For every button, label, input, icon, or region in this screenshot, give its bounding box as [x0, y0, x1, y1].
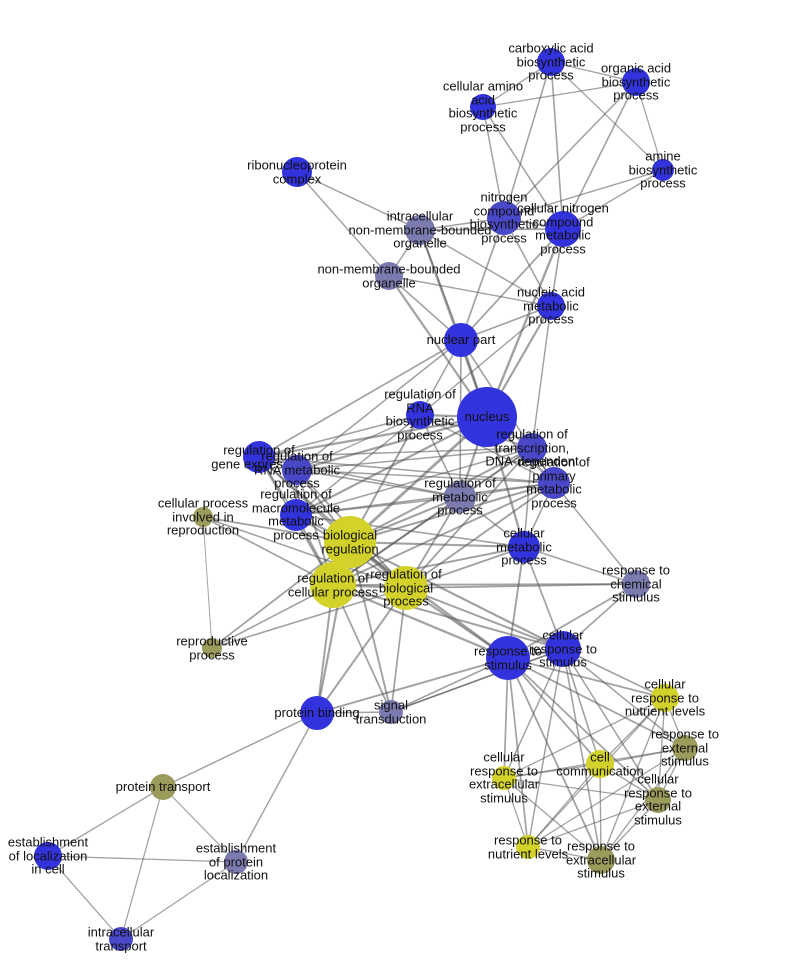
go-term-node-regulation_of_macromolecule_metabolic_process[interactable] [280, 499, 312, 531]
edge-protein_transport-establishment_of_localization_in_cell [48, 787, 163, 856]
edge-cellular_response_to_stimulus-response_to_nutrient_levels [528, 649, 563, 847]
go-term-node-cellular_metabolic_process[interactable] [508, 531, 540, 563]
go-network-graph: carboxylic acid biosynthetic process orga… [0, 0, 786, 971]
edge-cellular_nitrogen_compound_metabolic_process-nuclear_part [461, 229, 563, 340]
edge-protein_transport-establishment_of_protein_localization [163, 787, 236, 862]
edge-cellular_process_involved_in_reproduction-reproductive_process [203, 517, 212, 648]
go-term-node-cellular_amino_acid_biosynthetic_process[interactable] [470, 94, 496, 120]
go-term-node-cellular_response_to_external_stimulus[interactable] [645, 787, 671, 813]
edge-protein_binding-establishment_of_protein_localization [236, 713, 317, 862]
go-term-node-organic_acid_biosynthetic_process[interactable] [622, 68, 650, 96]
go-term-node-regulation_of_gene_expression[interactable] [243, 441, 275, 473]
go-term-node-response_to_external_stimulus[interactable] [672, 735, 698, 761]
go-term-node-cellular_process_involved_in_reproduction[interactable] [193, 507, 213, 527]
edge-organic_acid_biosynthetic_process-cellular_amino_acid_biosynthetic_process [483, 82, 636, 107]
go-term-node-establishment_of_protein_localization[interactable] [224, 850, 248, 874]
edge-ribonucleoprotein_complex-intracellular_non_membrane_bounded_organelle [297, 172, 420, 230]
go-term-node-regulation_of_transcription_DNA_dependent[interactable] [517, 433, 547, 463]
go-term-node-ribonucleoprotein_complex[interactable] [282, 157, 312, 187]
edge-protein_transport-intracellular_transport [121, 787, 163, 939]
go-term-node-response_to_stimulus[interactable] [486, 636, 530, 680]
edge-cellular_response_to_external_stimulus-response_to_nutrient_levels [528, 800, 658, 847]
go-term-node-response_to_chemical_stimulus[interactable] [622, 570, 650, 598]
edge-layer [0, 0, 786, 971]
go-term-node-response_to_extracellular_stimulus[interactable] [587, 846, 615, 874]
edge-regulation_of_primary_metabolic_process-response_to_chemical_stimulus [554, 483, 636, 584]
go-term-node-nucleic_acid_metabolic_process[interactable] [537, 292, 565, 320]
go-term-node-regulation_of_cellular_process[interactable] [310, 562, 356, 608]
go-term-node-signal_transduction[interactable] [379, 700, 403, 724]
go-term-node-cellular_response_to_extracellular_stimulus[interactable] [492, 766, 516, 790]
go-term-node-nitrogen_compound_biosynthetic_process[interactable] [487, 201, 521, 235]
go-term-node-biological_regulation[interactable] [324, 516, 376, 568]
go-term-node-cellular_nitrogen_compound_metabolic_process[interactable] [545, 211, 581, 247]
edge-nitrogen_compound_biosynthetic_process-nuclear_part [461, 218, 504, 340]
go-term-node-response_to_nutrient_levels[interactable] [516, 835, 540, 859]
edge-nucleic_acid_metabolic_process-regulation_of_transcription_DNA_dependent [532, 306, 551, 448]
go-term-node-intracellular_transport[interactable] [109, 927, 133, 951]
go-term-node-regulation_of_primary_metabolic_process[interactable] [538, 467, 570, 499]
edge-non_membrane_bounded_organelle-nucleic_acid_metabolic_process [389, 276, 551, 306]
go-term-node-cellular_response_to_stimulus[interactable] [545, 631, 581, 667]
go-term-node-intracellular_non_membrane_bounded_organelle[interactable] [405, 215, 435, 245]
go-term-node-carboxylic_acid_biosynthetic_process[interactable] [537, 48, 565, 76]
go-term-node-nucleus[interactable] [457, 387, 517, 447]
go-term-node-cellular_response_to_nutrient_levels[interactable] [651, 684, 679, 712]
go-term-node-regulation_of_RNA_metabolic_process[interactable] [282, 455, 312, 485]
go-term-node-regulation_of_biological_process[interactable] [384, 566, 428, 610]
edge-cellular_metabolic_process-response_to_chemical_stimulus [524, 547, 636, 584]
edge-signal_transduction-cellular_response_to_stimulus [391, 649, 563, 712]
edge-response_to_stimulus-cellular_response_to_nutrient_levels [508, 658, 665, 698]
go-term-node-regulation_of_RNA_biosynthetic_process[interactable] [406, 401, 434, 429]
go-term-node-regulation_of_metabolic_process[interactable] [444, 481, 476, 513]
go-term-node-cell_communication[interactable] [586, 750, 614, 778]
go-term-node-protein_transport[interactable] [150, 774, 176, 800]
edge-establishment_of_protein_localization-intracellular_transport [121, 862, 236, 939]
edge-ribonucleoprotein_complex-non_membrane_bounded_organelle [297, 172, 389, 276]
edge-protein_binding-protein_transport [163, 713, 317, 787]
edge-cellular_response_to_stimulus-cell_communication [563, 649, 600, 764]
go-term-node-establishment_of_localization_in_cell[interactable] [34, 842, 62, 870]
go-term-node-non_membrane_bounded_organelle[interactable] [375, 262, 403, 290]
go-term-node-protein_binding[interactable] [300, 696, 334, 730]
go-term-node-amine_biosynthetic_process[interactable] [652, 159, 674, 181]
go-term-node-nuclear_part[interactable] [444, 323, 478, 357]
edge-establishment_of_localization_in_cell-intracellular_transport [48, 856, 121, 939]
go-term-node-reproductive_process[interactable] [202, 638, 222, 658]
edge-regulation_of_transcription_DNA_dependent-regulation_of_macromolecule_metabolic_process [296, 448, 532, 515]
